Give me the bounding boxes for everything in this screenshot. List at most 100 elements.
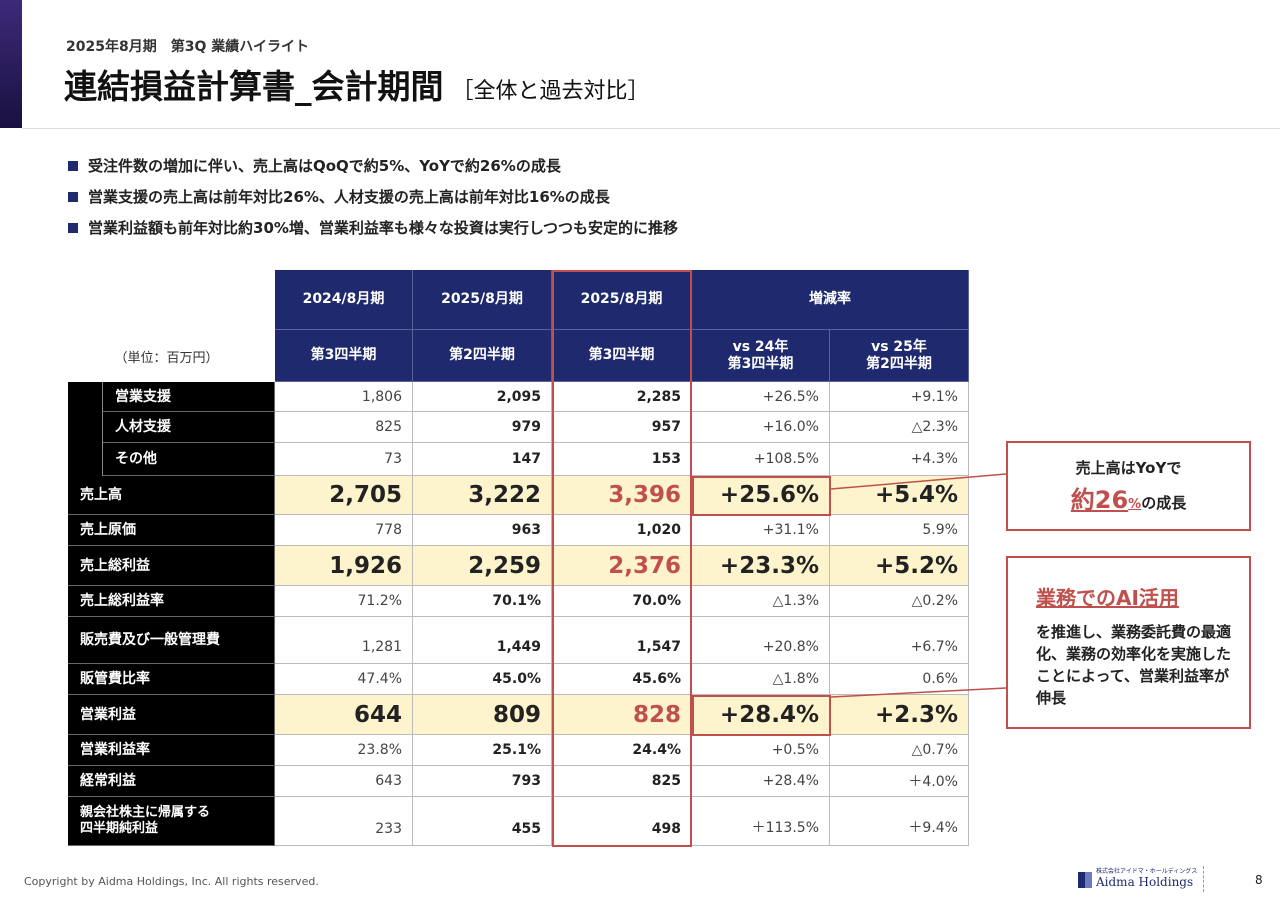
cell: 778 bbox=[275, 515, 413, 546]
cell: 2,259 bbox=[413, 546, 552, 586]
cell: 24.4% bbox=[552, 735, 692, 766]
cell: +0.5% bbox=[692, 735, 830, 766]
callout: 売上高はYoYで 約26%の成長 bbox=[1006, 441, 1251, 531]
cell: 70.0% bbox=[552, 586, 692, 617]
title-text: 連結損益計算書_会計期間 bbox=[64, 67, 444, 106]
row-label: 営業支援 bbox=[102, 382, 275, 412]
header-cell: 第3四半期 bbox=[275, 330, 413, 382]
header-cell: 2025/8月期 bbox=[552, 270, 692, 330]
bullet: 営業支援の売上高は前年対比26%、人材支援の売上高は前年対比16%の成長 bbox=[68, 181, 678, 212]
row-label: 売上高 bbox=[68, 476, 275, 515]
row-label: 人材支援 bbox=[102, 412, 275, 443]
cell: 828 bbox=[552, 695, 692, 735]
cell: 1,547 bbox=[552, 617, 692, 664]
cell: +108.5% bbox=[692, 443, 830, 476]
cell: +26.5% bbox=[692, 382, 830, 412]
cell: 455 bbox=[413, 797, 552, 846]
cell: +31.1% bbox=[692, 515, 830, 546]
cell: 1,020 bbox=[552, 515, 692, 546]
row-label: 売上原価 bbox=[68, 515, 275, 546]
callout-body: を推進し、業務委託費の最適化、業務の効率化を実施したことによって、営業利益率が伸… bbox=[1036, 623, 1232, 707]
cell: 45.6% bbox=[552, 664, 692, 695]
cell: 5.9% bbox=[830, 515, 969, 546]
cell-highlight bbox=[692, 476, 831, 516]
cell: 1,449 bbox=[413, 617, 552, 664]
title: 連結損益計算書_会計期間 ［全体と過去対比］ bbox=[64, 60, 650, 108]
accent-bar bbox=[0, 0, 22, 128]
connector bbox=[830, 687, 1007, 698]
cell: 643 bbox=[275, 766, 413, 797]
row-label: 営業利益率 bbox=[68, 735, 275, 766]
row-label: その他 bbox=[102, 443, 275, 476]
header-cell: 2025/8月期 bbox=[413, 270, 552, 330]
cell: ＋4.0% bbox=[830, 766, 969, 797]
cell: △0.2% bbox=[830, 586, 969, 617]
cell: ＋113.5% bbox=[692, 797, 830, 846]
cell: 153 bbox=[552, 443, 692, 476]
cell: △2.3% bbox=[830, 412, 969, 443]
subtitle: 2025年8月期 第3Q 業績ハイライト bbox=[66, 39, 309, 55]
cell: 47.4% bbox=[275, 664, 413, 695]
cell: 71.2% bbox=[275, 586, 413, 617]
cell: 498 bbox=[552, 797, 692, 846]
cell: 957 bbox=[552, 412, 692, 443]
cell: 73 bbox=[275, 443, 413, 476]
cell: 1,281 bbox=[275, 617, 413, 664]
header-rule bbox=[22, 128, 1280, 129]
connector bbox=[830, 473, 1007, 490]
row-label: 販売費及び一般管理費 bbox=[68, 617, 275, 664]
bullet-text: 受注件数の増加に伴い、売上高はQoQで約5%、YoYで約26%の成長 bbox=[88, 157, 561, 175]
bullet: 営業利益額も前年対比約30%増、営業利益率も様々な投資は実行しつつも安定的に推移 bbox=[68, 212, 678, 243]
row-label: 売上総利益率 bbox=[68, 586, 275, 617]
cell: +28.4% bbox=[692, 766, 830, 797]
cell: 825 bbox=[275, 412, 413, 443]
cell: +4.3% bbox=[830, 443, 969, 476]
header-cell: 第2四半期 bbox=[413, 330, 552, 382]
bullet-text: 営業利益額も前年対比約30%増、営業利益率も様々な投資は実行しつつも安定的に推移 bbox=[88, 219, 679, 237]
row-label: 経常利益 bbox=[68, 766, 275, 797]
bullet-square bbox=[68, 191, 78, 202]
callout-unit: % bbox=[1128, 497, 1142, 512]
cell: 70.1% bbox=[413, 586, 552, 617]
cell: +6.7% bbox=[830, 617, 969, 664]
cell: +20.8% bbox=[692, 617, 830, 664]
footer-divider bbox=[1203, 866, 1204, 892]
cell: 1,806 bbox=[275, 382, 413, 412]
header-cell: 増減率 bbox=[692, 270, 969, 330]
row-label: 親会社株主に帰属する 四半期純利益 bbox=[68, 797, 275, 846]
column-highlight bbox=[552, 270, 692, 847]
cell: 23.8% bbox=[275, 735, 413, 766]
cell: +16.0% bbox=[692, 412, 830, 443]
title-note: ［全体と過去対比］ bbox=[451, 79, 650, 104]
cell: 45.0% bbox=[413, 664, 552, 695]
cell-highlight bbox=[692, 695, 831, 736]
header-cell: vs 25年 第2四半期 bbox=[830, 330, 969, 382]
row-label: 営業利益 bbox=[68, 695, 275, 735]
cell: +2.3% bbox=[830, 695, 969, 735]
cell: 644 bbox=[275, 695, 413, 735]
cell: 963 bbox=[413, 515, 552, 546]
cell: △1.3% bbox=[692, 586, 830, 617]
callout-emphasis: 約26 bbox=[1070, 486, 1129, 514]
bullet-text: 営業支援の売上高は前年対比26%、人材支援の売上高は前年対比16%の成長 bbox=[88, 188, 610, 206]
callout: 業務でのAI活用 を推進し、業務委託費の最適化、業務の効率化を実施したことによっ… bbox=[1006, 556, 1251, 729]
row-label: 販管費比率 bbox=[68, 664, 275, 695]
callout-heading: 業務でのAI活用 bbox=[1036, 586, 1179, 610]
cell: 1,926 bbox=[275, 546, 413, 586]
cell: 825 bbox=[552, 766, 692, 797]
cell: △1.8% bbox=[692, 664, 830, 695]
cell: ＋9.4% bbox=[830, 797, 969, 846]
logo: Aidma Holdings bbox=[1096, 875, 1194, 889]
cell: +25.6% bbox=[692, 476, 830, 515]
bullet-square bbox=[68, 160, 78, 171]
logo-small: 株式会社アイドマ・ホールディングス bbox=[1096, 868, 1198, 875]
cell: 3,396 bbox=[552, 476, 692, 515]
cell: +9.1% bbox=[830, 382, 969, 412]
cell: 809 bbox=[413, 695, 552, 735]
unit: （単位：百万円） bbox=[114, 350, 219, 366]
cell: 233 bbox=[275, 797, 413, 846]
cell: 2,285 bbox=[552, 382, 692, 412]
page-number: 8 bbox=[1255, 873, 1263, 887]
